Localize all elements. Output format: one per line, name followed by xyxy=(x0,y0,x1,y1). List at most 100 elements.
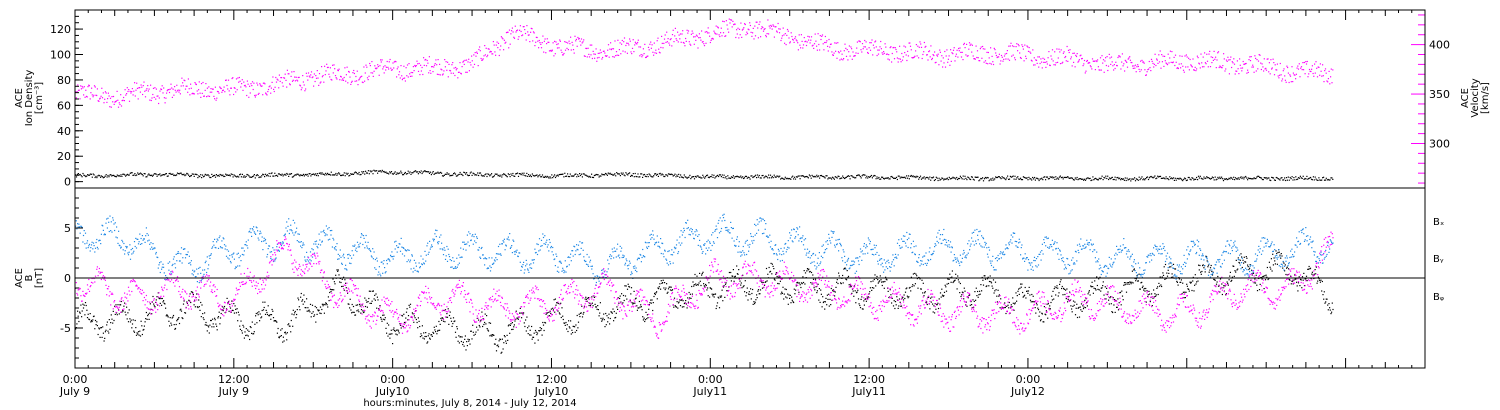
data-point xyxy=(428,333,430,335)
data-point xyxy=(160,175,162,177)
data-point xyxy=(1249,60,1252,62)
data-point xyxy=(810,39,812,41)
data-point xyxy=(951,276,953,278)
data-point xyxy=(422,73,424,76)
data-point xyxy=(1276,263,1278,265)
data-point xyxy=(274,320,276,322)
data-point xyxy=(1198,269,1200,271)
data-point xyxy=(109,106,111,108)
data-point xyxy=(1008,178,1010,180)
data-point xyxy=(709,287,711,289)
data-point xyxy=(900,305,903,307)
data-point xyxy=(1176,67,1178,69)
data-point xyxy=(195,173,197,175)
data-point xyxy=(1096,60,1098,63)
data-point xyxy=(453,67,455,69)
data-point xyxy=(1239,64,1241,66)
data-point xyxy=(1153,66,1155,68)
data-point xyxy=(475,174,477,176)
data-point xyxy=(844,177,846,180)
data-point xyxy=(1022,296,1024,298)
data-point xyxy=(295,317,297,319)
data-point xyxy=(887,177,889,179)
data-point xyxy=(679,176,681,178)
data-point xyxy=(88,318,90,320)
data-point xyxy=(408,172,410,174)
data-point xyxy=(1263,70,1265,72)
data-point xyxy=(172,88,174,90)
data-point xyxy=(229,94,231,96)
data-point xyxy=(784,176,786,178)
data-point xyxy=(864,174,866,176)
data-point xyxy=(1003,58,1005,60)
data-point xyxy=(171,87,173,89)
data-point xyxy=(754,175,756,177)
data-point xyxy=(223,86,225,88)
data-point xyxy=(1009,312,1011,314)
data-point xyxy=(976,176,978,178)
data-point xyxy=(244,176,246,178)
data-point xyxy=(1088,178,1090,180)
data-point xyxy=(176,172,179,174)
data-point xyxy=(701,177,703,179)
data-point xyxy=(1328,70,1330,72)
data-point xyxy=(1142,285,1144,287)
data-point xyxy=(883,178,885,180)
data-point xyxy=(437,171,439,173)
data-point xyxy=(912,284,914,286)
data-point xyxy=(691,176,693,178)
data-point xyxy=(270,314,273,316)
data-point xyxy=(561,173,563,175)
data-point xyxy=(127,312,129,314)
data-point xyxy=(288,323,290,325)
data-point xyxy=(1273,62,1275,64)
data-point xyxy=(1148,290,1150,292)
data-point xyxy=(718,174,721,176)
data-point xyxy=(326,66,329,69)
data-point xyxy=(604,172,607,175)
data-point xyxy=(579,174,582,177)
data-point xyxy=(1146,290,1148,292)
data-point xyxy=(926,54,928,56)
data-point xyxy=(1114,67,1116,70)
data-point xyxy=(965,301,967,303)
data-point xyxy=(639,176,641,178)
data-point xyxy=(807,35,809,37)
data-point xyxy=(1119,291,1122,293)
data-point xyxy=(476,326,478,328)
data-point xyxy=(1320,179,1322,181)
data-point xyxy=(671,45,673,47)
data-point xyxy=(1175,179,1177,181)
data-point xyxy=(790,178,792,180)
data-point xyxy=(1094,69,1096,71)
data-point xyxy=(1065,60,1067,62)
data-point xyxy=(931,57,933,59)
data-point xyxy=(837,51,840,53)
data-point xyxy=(800,47,802,49)
data-point xyxy=(665,174,667,176)
data-point xyxy=(1157,175,1159,177)
data-point xyxy=(1183,178,1185,180)
data-point xyxy=(423,332,425,334)
data-point xyxy=(1254,178,1256,180)
data-point xyxy=(1137,280,1139,282)
data-point xyxy=(1272,177,1275,179)
data-point xyxy=(895,48,897,51)
data-point xyxy=(310,71,313,73)
data-point xyxy=(671,173,673,176)
data-point xyxy=(1077,179,1079,181)
data-point xyxy=(701,274,703,276)
data-point xyxy=(317,77,319,79)
data-point xyxy=(95,94,97,96)
data-point xyxy=(695,34,698,36)
data-point xyxy=(597,309,599,311)
data-point xyxy=(243,175,245,177)
data-point xyxy=(1239,259,1241,261)
data-point xyxy=(278,87,280,89)
data-point xyxy=(853,285,856,287)
data-point xyxy=(1064,56,1066,59)
data-point xyxy=(124,311,126,313)
data-point xyxy=(1209,269,1211,271)
data-point xyxy=(503,49,505,51)
data-point xyxy=(847,275,850,277)
